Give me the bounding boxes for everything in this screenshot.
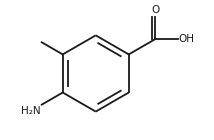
Text: O: O: [151, 5, 159, 15]
Text: OH: OH: [178, 34, 195, 44]
Text: H₂N: H₂N: [21, 106, 40, 116]
